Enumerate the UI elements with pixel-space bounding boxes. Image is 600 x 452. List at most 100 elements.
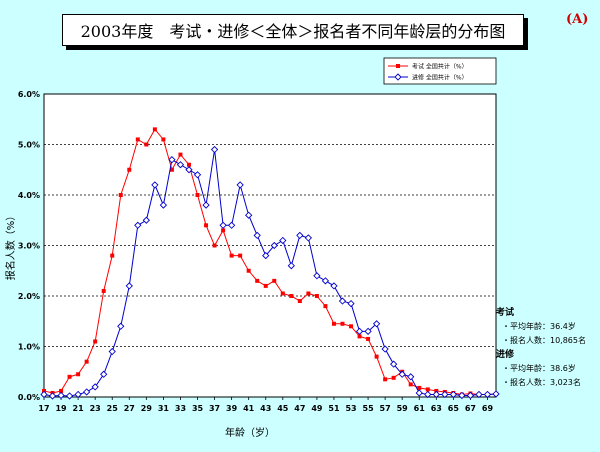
x-tick-label: 49 bbox=[311, 404, 323, 413]
x-tick-label: 35 bbox=[192, 404, 204, 413]
data-point-0 bbox=[135, 137, 140, 142]
data-point-1 bbox=[441, 390, 449, 399]
y-tick-label: 4.0% bbox=[18, 191, 40, 200]
data-point-0 bbox=[314, 294, 319, 298]
data-point-0 bbox=[93, 339, 98, 344]
data-point-0 bbox=[280, 291, 285, 296]
data-point-1 bbox=[364, 327, 372, 335]
data-point-0 bbox=[297, 299, 302, 304]
y-tick-label: 2.0% bbox=[18, 292, 40, 301]
data-point-0 bbox=[383, 377, 388, 382]
data-point-0 bbox=[204, 223, 209, 228]
data-point-0 bbox=[349, 324, 354, 329]
data-point-0 bbox=[127, 167, 132, 172]
data-point-1 bbox=[492, 390, 500, 398]
data-point-1 bbox=[483, 390, 492, 399]
data-point-0 bbox=[152, 127, 157, 132]
data-point-0 bbox=[366, 336, 371, 341]
data-point-1 bbox=[48, 392, 57, 400]
data-point-1 bbox=[253, 231, 261, 240]
data-point-0 bbox=[144, 142, 149, 147]
stats-exam-avg-age: ・平均年龄：36.4岁 bbox=[502, 322, 576, 331]
data-point-1 bbox=[270, 241, 278, 250]
x-tick-label: 47 bbox=[294, 404, 305, 413]
data-point-1 bbox=[313, 272, 321, 280]
y-tick-label: 3.0% bbox=[18, 242, 40, 251]
stats-panel: 考试 ・平均年龄：36.4岁 ・报名人数：10,865名 进修 ・平均年龄：38… bbox=[496, 306, 586, 390]
data-point-1 bbox=[74, 390, 82, 399]
data-point-0 bbox=[76, 372, 81, 377]
data-point-1 bbox=[202, 201, 210, 209]
data-point-1 bbox=[108, 347, 116, 356]
data-point-1 bbox=[390, 360, 398, 368]
data-point-1 bbox=[381, 345, 389, 353]
legend-label-1: 进修 全国共计（%） bbox=[412, 74, 468, 82]
x-tick-label: 21 bbox=[73, 404, 85, 413]
data-point-1 bbox=[40, 390, 48, 399]
data-point-1 bbox=[159, 201, 168, 209]
data-point-1 bbox=[475, 390, 483, 399]
x-tick-label: 23 bbox=[90, 404, 101, 413]
data-point-0 bbox=[408, 382, 413, 387]
x-tick-label: 53 bbox=[345, 404, 356, 413]
data-point-0 bbox=[178, 152, 183, 157]
data-point-0 bbox=[374, 354, 379, 359]
data-point-0 bbox=[306, 291, 311, 296]
data-point-0 bbox=[118, 193, 123, 197]
data-point-1 bbox=[347, 299, 355, 308]
data-point-1 bbox=[227, 221, 236, 229]
data-point-1 bbox=[338, 297, 347, 305]
data-point-1 bbox=[287, 262, 295, 270]
data-point-1 bbox=[321, 277, 330, 285]
data-point-1 bbox=[466, 391, 475, 400]
data-point-0 bbox=[272, 278, 277, 283]
data-point-0 bbox=[238, 253, 243, 258]
data-point-1 bbox=[236, 181, 244, 189]
data-point-0 bbox=[289, 294, 294, 298]
stats-training-count: ・报名人数：3,023名 bbox=[502, 378, 581, 387]
stats-training-avg-age: ・平均年龄：38.6岁 bbox=[502, 364, 576, 373]
x-tick-label: 55 bbox=[363, 404, 375, 413]
data-point-1 bbox=[279, 236, 287, 245]
y-axis-label: 报名人数（%） bbox=[4, 211, 17, 281]
data-point-0 bbox=[161, 137, 166, 142]
x-tick-label: 39 bbox=[226, 404, 238, 413]
data-point-1 bbox=[210, 145, 219, 154]
data-point-0 bbox=[84, 359, 89, 364]
y-tick-label: 5.0% bbox=[18, 141, 40, 150]
x-tick-label: 61 bbox=[414, 404, 426, 413]
data-point-0 bbox=[417, 385, 422, 390]
data-point-1 bbox=[330, 282, 338, 290]
data-point-1 bbox=[415, 389, 423, 397]
data-point-1 bbox=[83, 388, 91, 396]
legend-marker-0 bbox=[396, 64, 400, 68]
x-tick-label: 69 bbox=[482, 404, 494, 413]
data-point-0 bbox=[246, 268, 251, 273]
legend-label-0: 考试 全国共计（%） bbox=[412, 63, 468, 71]
y-tick-label: 6.0% bbox=[18, 90, 40, 99]
stats-exam-count: ・报名人数：10,865名 bbox=[502, 336, 586, 345]
y-tick-label: 1.0% bbox=[18, 343, 40, 352]
x-tick-label: 45 bbox=[277, 404, 289, 413]
data-point-1 bbox=[245, 211, 253, 219]
x-tick-label: 17 bbox=[38, 404, 49, 413]
x-tick-label: 63 bbox=[431, 404, 442, 413]
x-tick-label: 25 bbox=[107, 404, 119, 413]
data-point-0 bbox=[110, 253, 115, 258]
legend-box bbox=[383, 57, 497, 85]
data-point-0 bbox=[255, 278, 260, 283]
x-tick-label: 19 bbox=[55, 404, 67, 413]
data-point-1 bbox=[449, 390, 457, 399]
legend-marker-1 bbox=[394, 73, 402, 81]
data-point-0 bbox=[221, 228, 226, 233]
data-point-1 bbox=[304, 234, 313, 242]
corner-tag: (A) bbox=[566, 12, 589, 27]
data-point-1 bbox=[185, 166, 193, 174]
data-point-1 bbox=[458, 391, 466, 400]
data-point-0 bbox=[263, 283, 268, 288]
data-point-1 bbox=[424, 390, 432, 399]
x-tick-label: 27 bbox=[124, 404, 135, 413]
data-point-1 bbox=[407, 373, 415, 381]
stats-training-heading: 进修 bbox=[496, 350, 515, 360]
